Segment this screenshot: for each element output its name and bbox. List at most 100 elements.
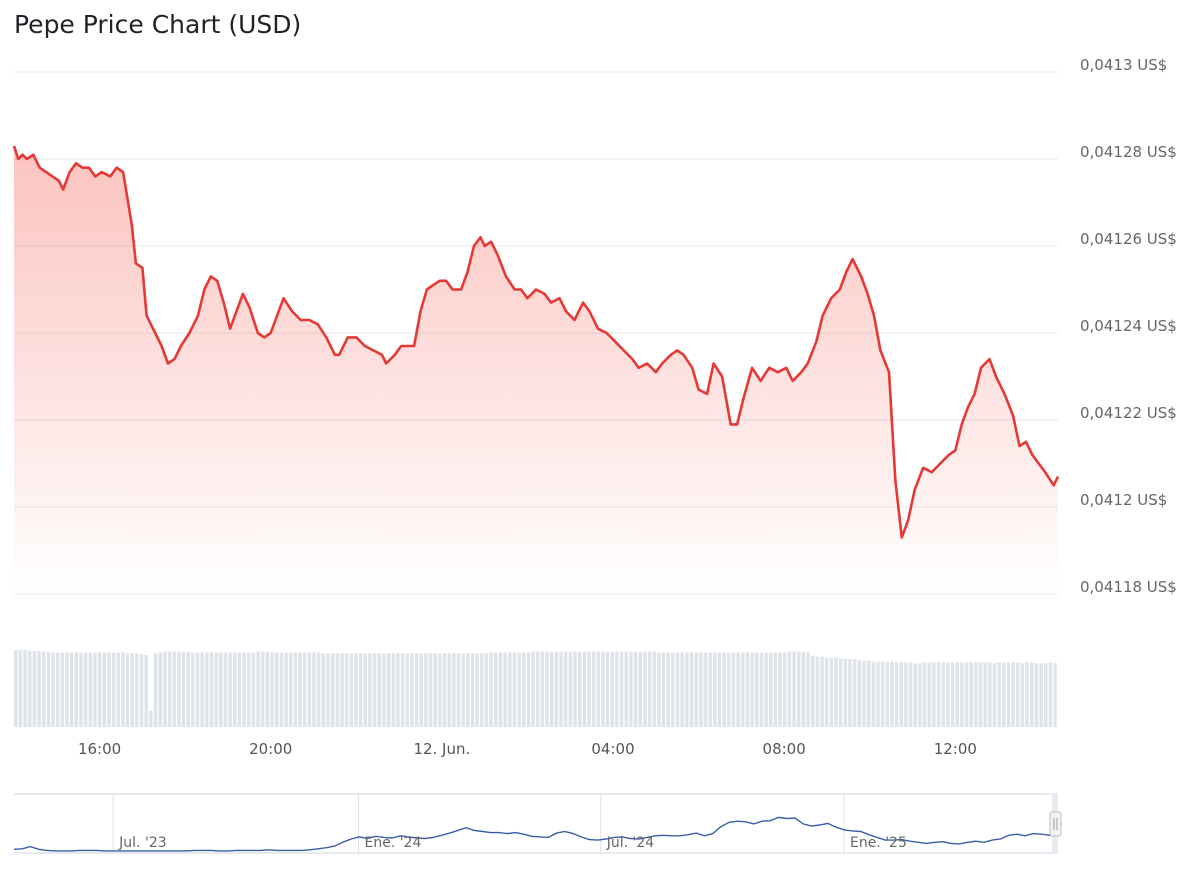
volume-bar xyxy=(65,652,69,727)
volume-bar xyxy=(717,652,722,727)
volume-bar xyxy=(93,652,97,727)
volume-bar xyxy=(699,652,703,727)
volume-bar xyxy=(1016,662,1020,727)
volume-bar xyxy=(783,652,787,727)
volume-bar xyxy=(344,653,349,727)
volume-bar xyxy=(577,651,582,727)
volume-bar xyxy=(638,651,642,727)
volume-bar xyxy=(950,662,955,727)
price-line[interactable] xyxy=(12,145,1060,539)
x-tick-label: 08:00 xyxy=(763,740,806,758)
volume-bar xyxy=(125,653,130,727)
volume-bar xyxy=(153,653,158,727)
volume-bar xyxy=(708,652,712,727)
volume-bar xyxy=(69,652,74,727)
volume-bar xyxy=(111,652,116,727)
volume-bar xyxy=(801,651,806,727)
volume-bar xyxy=(372,653,377,727)
volume-bar xyxy=(829,657,834,727)
chart-title: Pepe Price Chart (USD) xyxy=(14,10,302,39)
volume-bar xyxy=(270,652,274,727)
volume-bar xyxy=(428,653,433,727)
volume-bar xyxy=(890,661,894,727)
volume-bar xyxy=(358,653,363,727)
volume-bar xyxy=(279,652,284,727)
navigator-handle[interactable] xyxy=(1049,811,1062,837)
volume-bar xyxy=(23,650,27,727)
volume-bar xyxy=(433,653,437,727)
volume-bar xyxy=(37,650,41,727)
volume-bar xyxy=(107,652,111,727)
volume-bar xyxy=(731,652,736,727)
volume-bar xyxy=(46,651,51,727)
volume-bar xyxy=(447,653,451,727)
volume-bar xyxy=(964,662,969,727)
navigator[interactable]: Jul. '23 Ene. '24 Jul. '24 Ene. '25 xyxy=(13,793,1062,854)
volume-bar xyxy=(983,662,987,727)
volume-bar xyxy=(288,652,293,727)
volume-bar xyxy=(340,653,344,727)
x-tick-label: 12:00 xyxy=(934,740,977,758)
volume-bar xyxy=(624,651,629,727)
volume-bar xyxy=(852,659,857,727)
volume-bar xyxy=(834,657,838,727)
volume-bar xyxy=(536,651,540,727)
navigator-x-label: Ene. '24 xyxy=(365,835,422,851)
volume-bar xyxy=(741,652,745,727)
volume-bar xyxy=(540,651,545,727)
volume-bar xyxy=(139,654,144,727)
volume-bar xyxy=(1025,662,1029,727)
volume-bar xyxy=(750,652,754,727)
volume-bar xyxy=(652,651,656,727)
volume-bar xyxy=(265,651,270,727)
volume-bar xyxy=(512,652,517,727)
y-tick-label: 0,0412 US$ xyxy=(1080,491,1167,509)
volume-bar xyxy=(885,661,890,727)
volume-bar xyxy=(419,653,423,727)
volume-bar xyxy=(386,653,391,727)
volume-bar xyxy=(83,652,88,727)
volume-bar xyxy=(237,652,242,727)
volume-bar xyxy=(522,652,526,727)
volume-bar xyxy=(205,652,209,727)
volume-bar xyxy=(400,653,405,727)
y-tick-label: 0,04128 US$ xyxy=(1080,143,1177,161)
volume-bar xyxy=(936,662,941,727)
volume-bar xyxy=(680,652,684,727)
volume-bar xyxy=(275,652,279,727)
x-tick-label: 16:00 xyxy=(78,740,121,758)
navigator-series-line xyxy=(13,816,1059,852)
volume-bar xyxy=(349,653,354,727)
volume-bar xyxy=(405,653,409,727)
volume-bars xyxy=(14,650,1057,727)
volume-bar xyxy=(1039,663,1043,727)
volume-bar xyxy=(601,651,605,727)
volume-bar xyxy=(18,650,23,727)
x-tick-label: 12. Jun. xyxy=(413,740,470,758)
x-axis-labels: 16:00 20:00 12. Jun. 04:00 08:00 12:00 xyxy=(78,740,977,758)
volume-bar xyxy=(32,650,37,727)
volume-bar xyxy=(675,652,680,727)
navigator-x-labels: Jul. '23 Ene. '24 Jul. '24 Ene. '25 xyxy=(118,835,907,851)
x-tick-label: 20:00 xyxy=(249,740,292,758)
volume-bar xyxy=(946,662,950,727)
y-tick-label: 0,0413 US$ xyxy=(1080,56,1167,74)
volume-bar xyxy=(1011,662,1015,727)
volume-bar xyxy=(913,663,917,727)
volume-bar xyxy=(1034,663,1039,727)
volume-bar xyxy=(629,651,633,727)
volume-bar xyxy=(694,652,698,727)
navigator-x-label: Jul. '23 xyxy=(118,835,166,851)
volume-bar xyxy=(321,653,326,727)
volume-bar xyxy=(14,650,18,727)
volume-bar xyxy=(810,655,815,727)
volume-bar xyxy=(261,651,265,727)
volume-bar xyxy=(722,652,726,727)
volume-bar xyxy=(135,653,139,727)
volume-bar xyxy=(997,662,1001,727)
volume-bar xyxy=(302,652,307,727)
volume-bar xyxy=(591,651,596,727)
volume-bar xyxy=(452,653,456,727)
volume-bar xyxy=(526,652,531,727)
